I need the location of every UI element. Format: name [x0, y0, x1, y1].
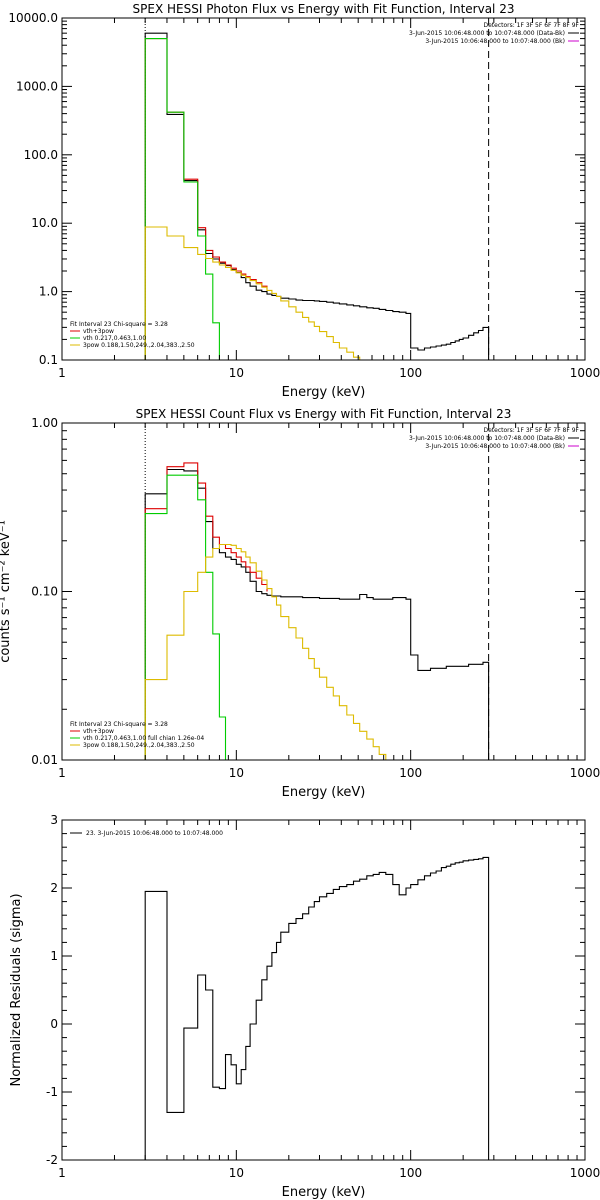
- chart-3: 1 10 100 1000 -2 -1 0 1 2 3 Energy (keV) Normalized…: [9, 813, 600, 1200]
- fit-legend-entry: vth 0.217,0.463,1.00 full chian 1.26e-04: [83, 735, 204, 742]
- series-0-line: [144, 32, 490, 360]
- x-tick-label: 100: [399, 366, 422, 380]
- x-tick-label: 1: [58, 1166, 66, 1180]
- x-tick-label: 10: [229, 1166, 244, 1180]
- series-0-line: [144, 856, 490, 1160]
- y-tick-label: 0: [50, 1017, 58, 1031]
- chart-title: SPEX HESSI Photon Flux vs Energy with Fi…: [133, 2, 515, 16]
- legend-entry: 3-Jun-2015 10:06:48.000 to 10:07:48.000 …: [425, 443, 565, 450]
- series-1-line: [144, 38, 268, 360]
- x-axis-label: Energy (keV): [282, 785, 366, 800]
- y-tick-label: 1.00: [31, 416, 58, 430]
- y-tick-label: 0.10: [31, 585, 58, 599]
- y-tick-label: 2: [50, 881, 58, 895]
- y-tick-label: 1: [50, 949, 58, 963]
- legend-header: Detectors: 1F 3F 5F 6F 7F 8F 9F: [483, 22, 579, 29]
- x-tick-label: 100: [399, 766, 422, 780]
- series-2-line: [144, 38, 225, 360]
- y-tick-label: 3: [50, 813, 58, 827]
- x-tick-label: 1000: [570, 1166, 600, 1180]
- plot-frame: [61, 422, 586, 761]
- series-2-line: [144, 474, 227, 760]
- legend-header: Detectors: 1F 3F 5F 6F 7F 8F 9F: [483, 427, 579, 434]
- series-3-line: [144, 543, 387, 760]
- y-tick-label: 1.0: [39, 285, 58, 299]
- y-tick-label: 10000.0: [8, 11, 58, 25]
- series-1-line: [144, 462, 268, 760]
- x-axis-label: Energy (keV): [282, 385, 366, 400]
- x-tick-label: 10: [229, 366, 244, 380]
- x-axis-label: Energy (keV): [282, 1185, 366, 1200]
- y-tick-label: 0.1: [39, 353, 58, 367]
- chart-title: SPEX HESSI Count Flux vs Energy with Fit…: [136, 407, 512, 421]
- y-tick-label: 0.01: [31, 753, 58, 767]
- fit-legend-entry: vth+3pow: [83, 728, 114, 735]
- legend-entry: 3-Jun-2015 10:06:48.000 to 10:07:48.000 …: [409, 30, 565, 37]
- series-3-line: [144, 226, 361, 360]
- fit-legend-header: Fit Interval 23 Chi-square = 3.28: [70, 721, 168, 728]
- x-tick-label: 1000: [570, 366, 600, 380]
- plot-frame: [61, 17, 586, 361]
- legend-entry: 3-Jun-2015 10:06:48.000 to 10:07:48.000 …: [409, 435, 565, 442]
- fit-legend-entry: vth+3pow: [83, 328, 114, 335]
- legend-entry: 3-Jun-2015 10:06:48.000 to 10:07:48.000 …: [425, 38, 565, 45]
- legend-entry: 23. 3-Jun-2015 10:06:48.000 to 10:07:48.…: [86, 830, 223, 837]
- chart-1: SPEX HESSI Photon Flux vs Energy with Fi…: [8, 2, 600, 400]
- y-tick-label: 1000.0: [16, 79, 58, 93]
- y-axis-label: Normalized Residuals (sigma): [9, 893, 24, 1086]
- fit-legend-header: Fit Interval 23 Chi-square = 3.28: [70, 321, 168, 328]
- x-tick-label: 100: [399, 1166, 422, 1180]
- y-tick-label: 10.0: [31, 216, 58, 230]
- y-tick-label: -2: [46, 1153, 58, 1167]
- fit-legend-entry: 3pow 0.188,1.50,249.,2.04,383.,2.50: [83, 742, 195, 749]
- series-0-line: [144, 468, 490, 760]
- x-tick-label: 1: [58, 766, 66, 780]
- plot-frame: [61, 819, 586, 1161]
- fit-legend-entry: 3pow 0.188,1.50,249.,2.04,383.,2.50: [83, 342, 195, 349]
- y-tick-label: 100.0: [24, 148, 58, 162]
- x-tick-label: 1: [58, 366, 66, 380]
- y-axis-label: counts s⁻¹ cm⁻² keV⁻¹: [0, 520, 13, 663]
- fit-legend-entry: vth 0.217,0.463,1.00: [83, 335, 146, 342]
- chart-2: SPEX HESSI Count Flux vs Energy with Fit…: [0, 407, 600, 800]
- x-tick-label: 10: [229, 766, 244, 780]
- y-tick-label: -1: [46, 1085, 58, 1099]
- x-tick-label: 1000: [570, 766, 600, 780]
